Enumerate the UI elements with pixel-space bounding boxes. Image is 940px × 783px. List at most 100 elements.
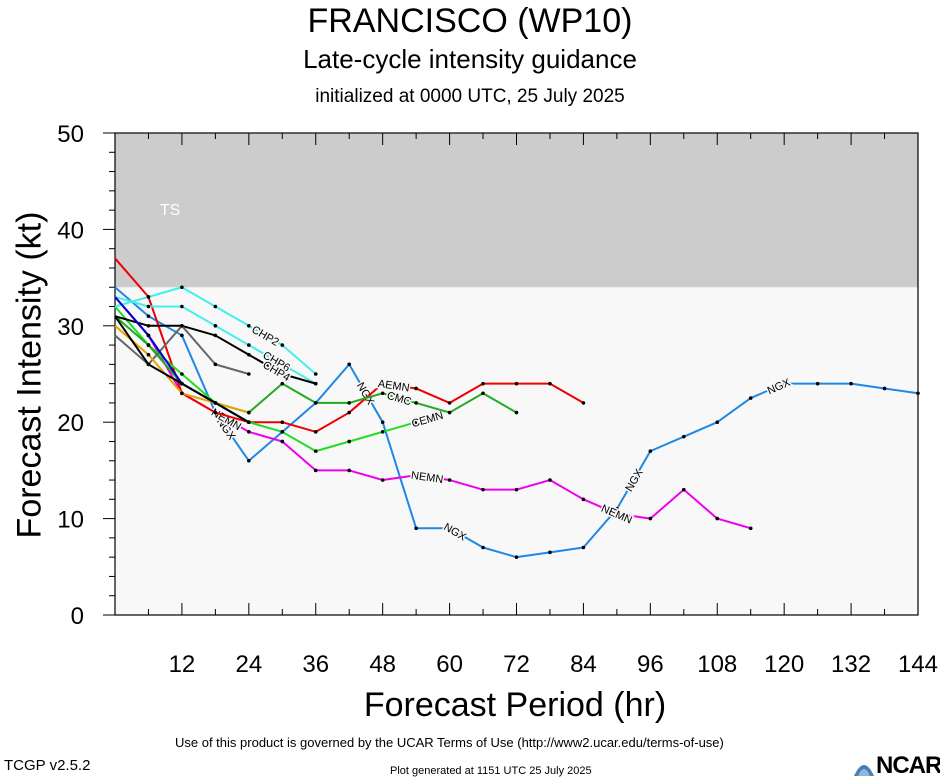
- y-tick-label: 30: [57, 314, 84, 341]
- data-point: [180, 285, 184, 290]
- ncar-logo-icon: [854, 765, 874, 776]
- data-point: [146, 304, 151, 309]
- data-point: [180, 324, 184, 328]
- data-point: [347, 410, 352, 415]
- data-point: [313, 381, 318, 386]
- x-tick-label: 12: [169, 651, 196, 678]
- y-tick-label: 50: [57, 121, 84, 148]
- data-point: [514, 381, 519, 386]
- data-point: [247, 343, 251, 347]
- data-point: [180, 304, 184, 309]
- data-point: [882, 386, 887, 391]
- data-point: [146, 333, 151, 338]
- data-point: [280, 343, 285, 347]
- x-tick-label: 72: [503, 651, 530, 678]
- data-point: [313, 401, 318, 405]
- x-tick-label: 60: [436, 651, 463, 678]
- data-point: [648, 516, 653, 521]
- band-ts: [115, 133, 918, 288]
- data-point: [447, 526, 452, 531]
- data-point: [380, 478, 385, 482]
- data-point: [514, 410, 519, 415]
- data-point: [916, 391, 920, 396]
- data-point: [380, 381, 385, 386]
- data-point: [414, 401, 418, 405]
- data-point: [347, 439, 352, 444]
- data-point: [681, 487, 686, 492]
- x-tick-label: 132: [831, 651, 871, 678]
- data-point: [247, 372, 251, 376]
- data-point: [581, 401, 586, 405]
- data-point: [247, 352, 251, 357]
- data-point: [280, 381, 285, 386]
- data-point: [481, 545, 485, 550]
- data-point: [247, 410, 251, 415]
- data-point: [380, 430, 385, 434]
- data-point: [180, 333, 184, 338]
- data-point: [715, 420, 720, 425]
- ncar-logo: NCAR: [852, 752, 940, 779]
- data-point: [180, 391, 184, 396]
- data-point: [313, 468, 318, 473]
- data-point: [213, 401, 218, 405]
- data-point: [447, 478, 452, 482]
- data-point: [247, 420, 251, 425]
- data-point: [146, 295, 151, 299]
- x-tick-label: 96: [637, 651, 664, 678]
- data-point: [481, 487, 485, 492]
- chart-title: FRANCISCO (WP10): [307, 2, 633, 40]
- series-model-11: [114, 315, 251, 425]
- data-point: [146, 352, 151, 357]
- data-point: [414, 473, 418, 478]
- data-point: [313, 449, 318, 453]
- data-point: [414, 526, 418, 531]
- data-point: [146, 343, 151, 347]
- data-point: [514, 555, 519, 559]
- data-point: [715, 516, 720, 521]
- data-point: [247, 324, 251, 328]
- y-axis-label: Forecast Intensity (kt): [10, 211, 49, 539]
- data-point: [280, 420, 285, 425]
- data-point: [414, 386, 418, 391]
- version-label: TCGP v2.5.2: [4, 757, 91, 774]
- data-point: [313, 430, 318, 434]
- data-point: [514, 487, 519, 492]
- data-point: [447, 401, 452, 405]
- x-tick-label: 24: [235, 651, 262, 678]
- data-point: [414, 420, 418, 425]
- data-point: [615, 511, 619, 516]
- data-point: [481, 381, 485, 386]
- data-point: [280, 362, 285, 367]
- band-label: TS: [160, 202, 180, 219]
- data-point: [180, 381, 184, 386]
- data-point: [548, 381, 552, 386]
- x-tick-label: 36: [302, 651, 329, 678]
- data-point: [347, 468, 352, 473]
- data-point: [748, 526, 753, 531]
- data-point: [280, 430, 285, 434]
- data-point: [581, 497, 586, 502]
- x-tick-label: 108: [697, 651, 737, 678]
- data-point: [347, 401, 352, 405]
- data-point: [213, 410, 218, 415]
- data-point: [615, 507, 619, 511]
- data-point: [247, 458, 251, 463]
- y-tick-label: 10: [57, 507, 84, 534]
- ncar-logo-text: NCAR: [876, 752, 940, 779]
- data-point: [447, 410, 452, 415]
- data-point: [347, 362, 352, 367]
- data-point: [247, 430, 251, 434]
- data-point: [782, 381, 786, 386]
- y-tick-label: 0: [71, 603, 84, 630]
- data-point: [146, 314, 151, 318]
- x-tick-label: 84: [570, 651, 597, 678]
- x-tick-label: 48: [369, 651, 396, 678]
- data-point: [748, 396, 753, 400]
- data-point: [380, 420, 385, 425]
- x-tick-label: 120: [764, 651, 804, 678]
- data-point: [849, 381, 853, 386]
- data-point: [648, 449, 653, 453]
- x-tick-label: 144: [898, 651, 938, 678]
- data-point: [213, 362, 218, 367]
